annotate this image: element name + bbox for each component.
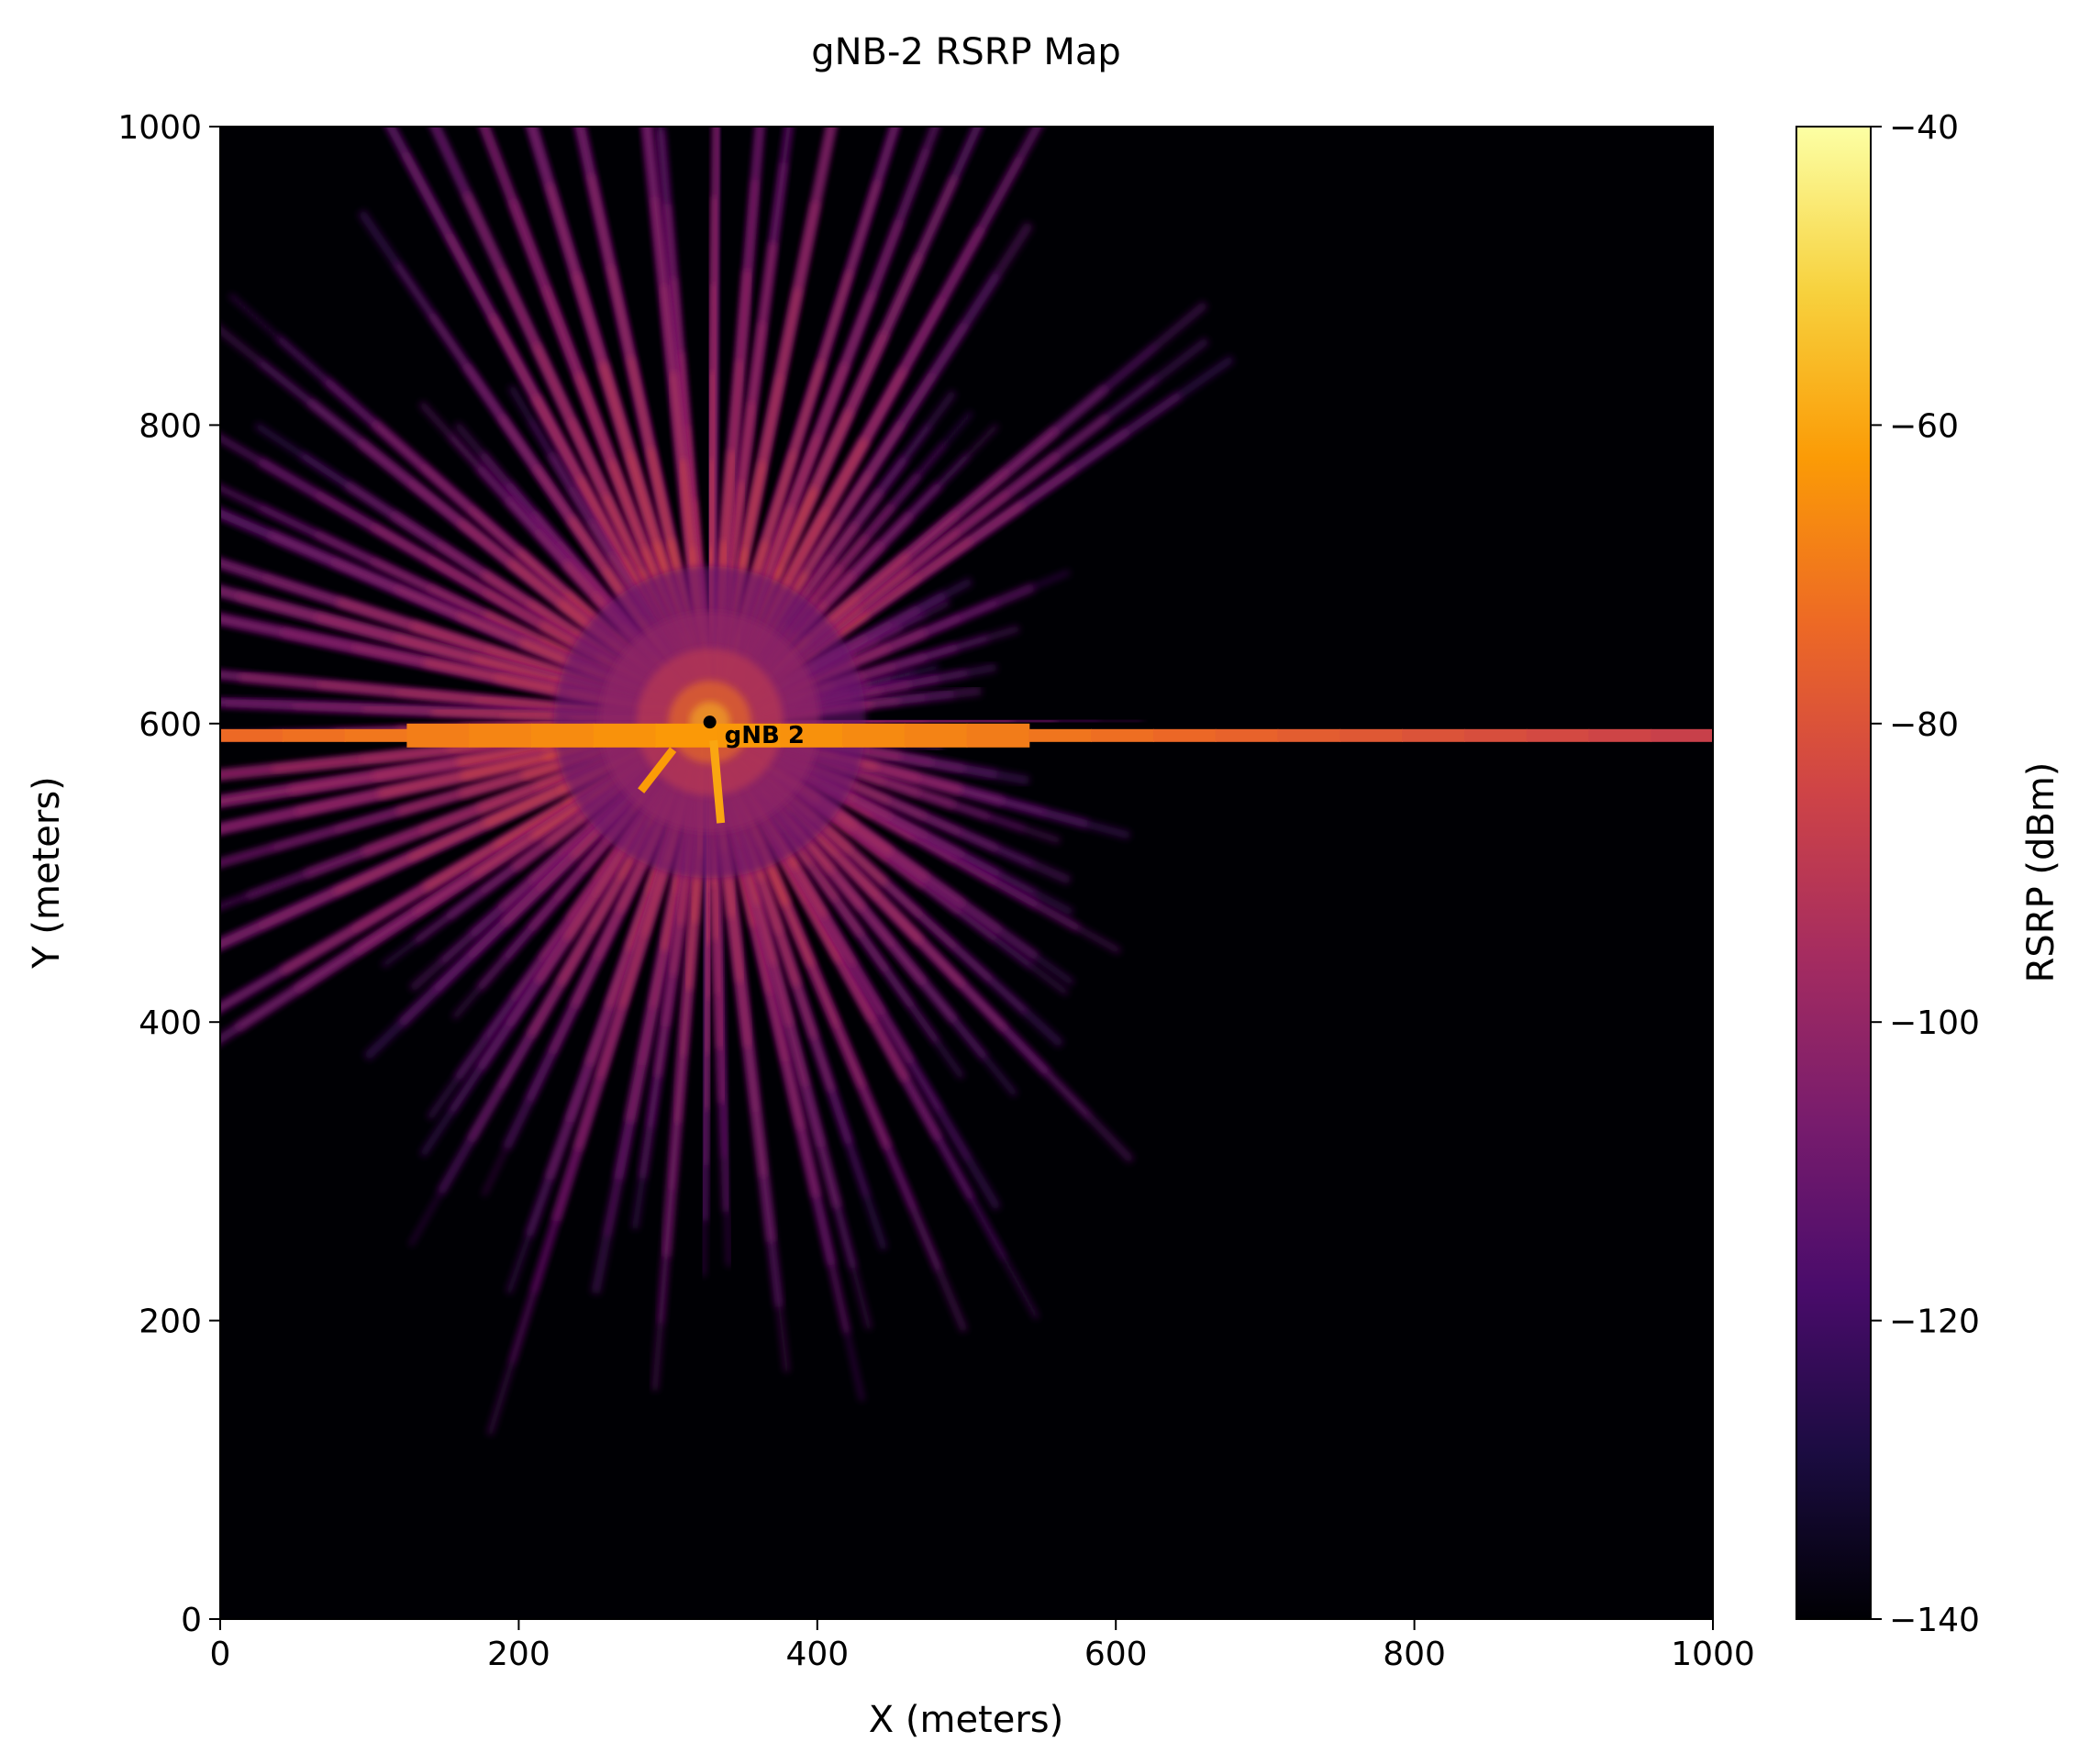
rsrp-corridor-segment	[717, 723, 782, 748]
plot-area	[219, 126, 1714, 1620]
rsrp-branch	[709, 739, 726, 824]
y-tick-label: 400	[139, 1004, 202, 1042]
chart-title: gNB-2 RSRP Map	[811, 31, 1121, 73]
colorbar-tick-label: −100	[1889, 1004, 1980, 1042]
rsrp-corridor-segment	[1028, 728, 1093, 742]
rsrp-corridor-segment	[1463, 728, 1528, 742]
rsrp-corridor-segment	[780, 723, 843, 748]
x-axis: 0 200 400 600 800 1000	[210, 1619, 1755, 1673]
rsrp-branch	[638, 747, 677, 793]
rsrp-corridor-segment	[1651, 728, 1713, 742]
y-tick-label: 800	[139, 407, 202, 445]
colorbar-tick-label: −120	[1889, 1304, 1980, 1341]
rsrp-corridor-segment	[1091, 728, 1154, 742]
y-tick-label: 1000	[117, 109, 202, 147]
rsrp-corridor-segment	[1277, 728, 1341, 742]
x-tick-label: 0	[210, 1636, 231, 1673]
rsrp-corridor-segment	[469, 723, 532, 748]
rsrp-corridor-segment	[966, 723, 1030, 748]
rsrp-corridor-segment	[1152, 728, 1217, 742]
rsrp-corridor-segment	[593, 723, 657, 748]
rsrp-corridor-segment	[1215, 728, 1279, 742]
gnb-marker	[703, 716, 717, 729]
rsrp-corridor-segment	[1340, 728, 1404, 742]
x-tick-label: 800	[1383, 1636, 1446, 1673]
colorbar-tick-label: −80	[1889, 706, 1959, 744]
gnb-marker-group: gNB 2	[703, 716, 805, 749]
colorbar-label: RSRP (dBm)	[2020, 762, 2062, 983]
rsrp-corridor-segment	[1588, 728, 1652, 742]
x-tick-label: 400	[785, 1636, 849, 1673]
x-tick-label: 600	[1084, 1636, 1148, 1673]
x-axis-label: X (meters)	[869, 1699, 1063, 1741]
x-tick-label: 1000	[1671, 1636, 1755, 1673]
rsrp-corridor-segment	[344, 728, 408, 742]
y-axis-label: Y (meters)	[26, 776, 68, 970]
y-tick-label: 600	[139, 706, 202, 744]
y-tick-label: 200	[139, 1304, 202, 1341]
colorbar-ticks: −140 −120 −100 −80 −60 −40	[1871, 109, 1980, 1639]
y-tick-label: 0	[181, 1602, 202, 1639]
colorbar-tick-label: −60	[1889, 407, 1959, 445]
rsrp-corridor-segment	[841, 723, 906, 748]
plot-frame	[219, 126, 1714, 1620]
colorbar-tick-label: −40	[1889, 109, 1959, 147]
rsrp-corridor-segment	[282, 728, 346, 742]
rsrp-corridor-segment	[904, 723, 968, 748]
gnb-label: gNB 2	[725, 722, 805, 749]
rsrp-corridor-segment	[220, 728, 283, 742]
x-tick-label: 200	[487, 1636, 550, 1673]
colorbar: −140 −120 −100 −80 −60 −40 RSRP (dBm)	[1795, 109, 2062, 1639]
rsrp-corridor-segment	[1402, 728, 1465, 742]
rsrp-corridor-segment	[530, 723, 595, 748]
y-axis: 0 200 400 600 800 1000	[117, 109, 220, 1639]
colorbar-tick-label: −140	[1889, 1602, 1980, 1639]
colorbar-gradient	[1795, 126, 1872, 1620]
rsrp-heatmap	[220, 127, 1713, 1436]
rsrp-corridor-segment	[1526, 728, 1590, 742]
rsrp-corridor-segment	[406, 723, 471, 748]
